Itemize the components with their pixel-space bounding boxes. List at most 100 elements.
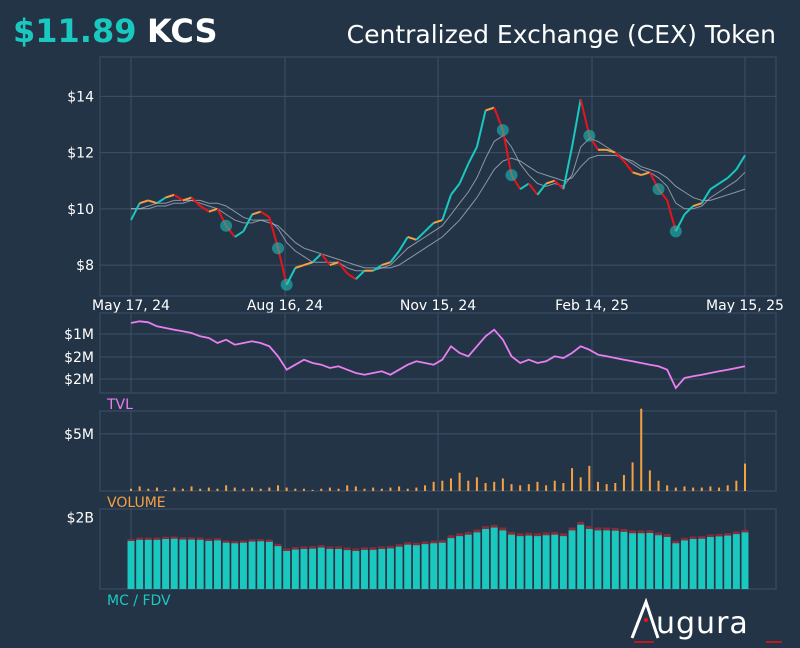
- mc-bar: [620, 531, 628, 589]
- mc-bar: [395, 546, 403, 589]
- mc-bar: [542, 535, 550, 589]
- volume-bar: [337, 488, 340, 491]
- volume-bar: [320, 488, 323, 491]
- ticker-symbol: KCS: [147, 12, 218, 50]
- volume-bar: [700, 487, 703, 491]
- volume-bar: [441, 480, 444, 491]
- price-segment: [173, 193, 184, 202]
- price-segment: [545, 179, 556, 185]
- volume-bar: [242, 488, 245, 491]
- mc-bar: [352, 551, 360, 589]
- volume-bar: [251, 487, 254, 491]
- volume-bar: [181, 488, 184, 491]
- mc-bar: [646, 533, 654, 589]
- mc-bar: [732, 534, 740, 589]
- volume-bar: [190, 486, 193, 491]
- mc-bar: [715, 536, 723, 589]
- mc-bar: [257, 541, 265, 589]
- volume-bar: [354, 486, 357, 491]
- price-segment: [424, 222, 435, 233]
- price-segment: [450, 182, 461, 196]
- mc-bar: [724, 535, 732, 589]
- mc-bar: [196, 539, 204, 589]
- volume-panel-label: VOLUME: [107, 495, 166, 511]
- mc-bar: [577, 524, 585, 589]
- price-segment: [234, 230, 244, 238]
- price-segment: [718, 177, 729, 185]
- volume-bar: [475, 477, 478, 491]
- volume-bar: [545, 485, 548, 491]
- mc-bar: [516, 536, 524, 589]
- volume-bar: [692, 487, 695, 491]
- price-segment: [311, 253, 322, 263]
- price-event-marker: [505, 169, 518, 182]
- price-segment: [614, 151, 625, 162]
- volume-bar: [268, 487, 271, 491]
- volume-bar: [458, 472, 461, 491]
- mc-bar: [456, 536, 464, 589]
- mc-bar: [386, 548, 394, 589]
- mc-bar: [188, 539, 195, 589]
- price-y-tick-label: $8: [76, 258, 94, 274]
- volume-bar: [130, 488, 132, 491]
- mc-bar: [568, 530, 576, 589]
- mc-bar: [326, 549, 334, 589]
- volume-bar: [510, 484, 513, 491]
- price-segment: [242, 214, 253, 232]
- mc-bar: [127, 541, 135, 589]
- price-event-marker: [669, 225, 682, 238]
- volume-bar: [233, 487, 236, 491]
- date-x-tick-label: Aug 16, 24: [247, 298, 323, 314]
- price-segment: [441, 194, 452, 221]
- price-segment: [501, 129, 513, 176]
- volume-bar: [311, 489, 314, 491]
- price-segment: [458, 163, 470, 184]
- price-segment: [251, 210, 262, 216]
- mc-bar: [361, 549, 368, 589]
- moving-average-line: [131, 135, 746, 272]
- mc-bar: [265, 541, 273, 589]
- mc-bar: [482, 529, 490, 589]
- tvl-panel-label: TVL: [106, 397, 133, 413]
- mc-bar: [179, 539, 187, 589]
- price-segment: [485, 106, 495, 112]
- moving-average-line: [131, 154, 746, 269]
- mc-bar: [153, 539, 161, 589]
- price-segment: [199, 205, 210, 213]
- volume-bar: [631, 462, 634, 491]
- mc-bar: [447, 538, 455, 589]
- volume-bar: [346, 485, 349, 491]
- tvl-line: [130, 320, 746, 390]
- logo-text: ugura: [656, 606, 749, 641]
- volume-bar: [683, 486, 686, 491]
- volume-bar: [207, 487, 210, 491]
- mc-bar: [274, 546, 282, 589]
- volume-bar: [328, 487, 331, 491]
- price-segment: [692, 202, 703, 207]
- mc-bar: [214, 540, 221, 589]
- volume-bar: [657, 480, 660, 491]
- volume-bar: [744, 463, 746, 491]
- mc-bar: [369, 549, 377, 589]
- volume-bar: [519, 485, 522, 491]
- volume-bar: [216, 488, 219, 491]
- price-segment: [372, 264, 383, 272]
- mc-bar: [672, 543, 680, 589]
- price-segment: [519, 182, 530, 190]
- token-name: Centralized Exchange (CEX) Token: [346, 20, 776, 49]
- volume-bar: [588, 465, 591, 491]
- volume-bar: [501, 478, 504, 491]
- volume-bar: [424, 485, 427, 491]
- mc-bar: [412, 545, 420, 589]
- price-segment: [355, 269, 366, 280]
- mc-bar: [309, 548, 317, 589]
- price-segment: [320, 253, 331, 266]
- volume-bar: [571, 468, 574, 491]
- volume-y-tick-label: $5M: [64, 427, 94, 443]
- mc-bar: [551, 534, 559, 589]
- price-segment: [709, 182, 720, 190]
- mc-bar: [473, 532, 481, 589]
- volume-bar: [726, 485, 729, 491]
- price-segment: [407, 236, 417, 241]
